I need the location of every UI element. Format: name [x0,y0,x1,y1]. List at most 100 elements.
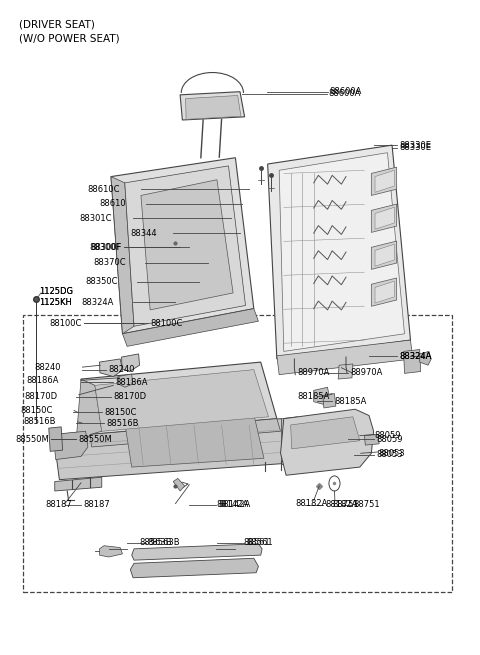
Polygon shape [277,340,413,375]
Text: 88185A: 88185A [297,392,329,401]
Text: 88600A: 88600A [330,87,362,96]
Text: (W/O POWER SEAT): (W/O POWER SEAT) [19,33,120,43]
Polygon shape [281,417,299,464]
Text: 88240: 88240 [108,365,135,374]
Polygon shape [372,204,396,233]
Bar [24,315,452,591]
Polygon shape [53,431,88,460]
Polygon shape [364,434,379,445]
Text: 88330E: 88330E [399,141,431,149]
Polygon shape [375,244,395,266]
Polygon shape [141,179,233,310]
Text: 88610C: 88610C [88,185,120,194]
Polygon shape [49,427,62,451]
Polygon shape [132,544,262,560]
Polygon shape [180,92,245,120]
Text: 88561: 88561 [244,538,270,547]
Text: 88563B: 88563B [140,538,172,547]
Text: 88150C: 88150C [104,408,136,417]
Text: 88142A: 88142A [218,500,251,510]
Polygon shape [125,414,264,467]
Text: 88970A: 88970A [298,368,330,377]
Polygon shape [338,364,353,379]
Polygon shape [291,417,360,449]
Text: 88053: 88053 [378,449,405,458]
Polygon shape [99,359,122,377]
Polygon shape [121,354,140,371]
Text: 1125DG: 1125DG [39,287,73,296]
Polygon shape [90,419,280,447]
Text: 88344: 88344 [131,229,157,238]
Polygon shape [95,369,269,431]
Text: 88186A: 88186A [116,378,148,386]
Text: 88550M: 88550M [79,435,112,444]
Text: 88751: 88751 [353,500,380,510]
Text: 88610: 88610 [99,199,126,208]
Polygon shape [55,477,102,491]
Text: 88561: 88561 [246,538,273,547]
Polygon shape [99,546,122,557]
Polygon shape [131,558,258,578]
Text: 88350C: 88350C [85,277,118,286]
Circle shape [329,476,340,491]
Text: 1125DG: 1125DG [39,287,73,296]
Polygon shape [111,177,134,334]
Polygon shape [375,207,395,229]
Text: 88550M: 88550M [15,435,49,444]
Polygon shape [173,478,185,491]
Polygon shape [76,379,102,441]
Text: 88563B: 88563B [148,538,180,547]
Text: 88059: 88059 [374,431,401,440]
Polygon shape [372,241,396,269]
Text: 88187: 88187 [84,500,110,510]
Text: 88970A: 88970A [350,368,383,377]
Polygon shape [375,281,395,303]
Text: 88301C: 88301C [79,214,112,223]
Text: 88100C: 88100C [49,318,82,328]
Text: 88059: 88059 [376,435,402,444]
Polygon shape [186,96,241,119]
Text: 88300F: 88300F [90,242,121,252]
Text: 88516B: 88516B [107,419,139,428]
Text: 88600A: 88600A [328,89,361,98]
Polygon shape [118,374,132,387]
Text: 88182A: 88182A [325,500,358,510]
Polygon shape [375,170,395,193]
Text: 88053: 88053 [376,450,403,459]
Polygon shape [53,419,295,479]
Text: 88330E: 88330E [399,143,431,152]
Text: 88185A: 88185A [335,396,367,405]
Text: 88150C: 88150C [21,406,53,415]
Polygon shape [268,145,410,359]
Polygon shape [280,409,373,476]
Text: 88170D: 88170D [113,392,146,401]
Text: 88142A: 88142A [216,500,248,510]
Text: 88187: 88187 [46,500,72,510]
Text: 1125KH: 1125KH [39,298,72,307]
Text: 88324A: 88324A [399,352,432,361]
Polygon shape [323,394,336,408]
Text: 88324A: 88324A [82,298,114,307]
Text: (DRIVER SEAT): (DRIVER SEAT) [19,20,95,29]
Polygon shape [125,166,246,326]
Polygon shape [111,158,254,334]
Polygon shape [404,350,420,373]
Polygon shape [81,362,277,434]
Text: 88516B: 88516B [23,417,56,426]
Text: 88100C: 88100C [150,318,182,328]
Text: 88170D: 88170D [25,392,58,401]
Polygon shape [279,153,405,351]
Text: 88240: 88240 [35,363,61,371]
Text: 88370C: 88370C [93,258,126,267]
Polygon shape [314,387,330,404]
Polygon shape [122,309,258,346]
Polygon shape [372,167,396,195]
Text: 88751: 88751 [332,500,359,510]
Text: 88182A: 88182A [295,499,328,508]
Text: 88324A: 88324A [399,352,432,361]
Polygon shape [420,351,431,365]
Polygon shape [372,278,396,307]
Text: 1125KH: 1125KH [39,298,72,307]
Text: 88300F: 88300F [90,242,121,252]
Text: 88186A: 88186A [27,376,60,385]
